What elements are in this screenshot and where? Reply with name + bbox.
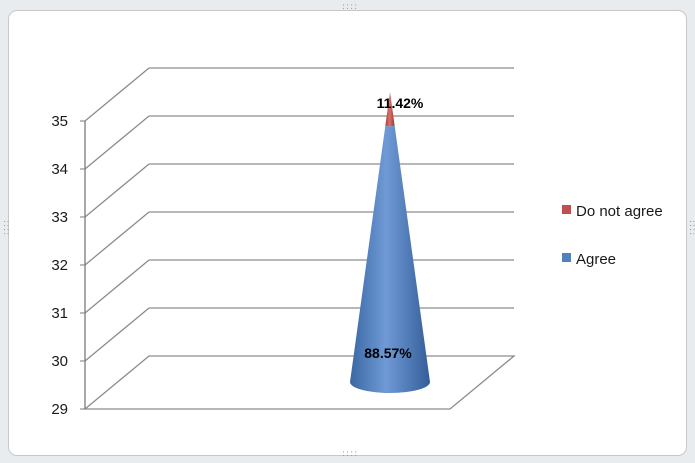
data-label-do-not-agree: 11.42%: [377, 95, 424, 111]
gridline-side: [84, 307, 150, 362]
gridline-side: [84, 259, 150, 314]
resize-handle-right[interactable]: ::::: [687, 220, 695, 237]
legend-swatch-agree[interactable]: [562, 253, 571, 262]
y-tick-label: 30: [51, 353, 68, 370]
legend-label-agree[interactable]: Agree: [576, 251, 616, 268]
y-axis: 29 30 31 32 33 34 35: [51, 113, 86, 418]
resize-handle-left[interactable]: ::::: [1, 220, 11, 237]
legend[interactable]: Do not agree Agree: [562, 203, 663, 268]
legend-swatch-do-not-agree[interactable]: [562, 205, 571, 214]
y-tick-label: 35: [51, 113, 68, 130]
data-labels: 11.42% 88.57%: [364, 95, 424, 361]
cone-segment-agree[interactable]: [350, 125, 430, 393]
resize-handle-bottom[interactable]: ::::: [342, 449, 359, 459]
y-tick-label: 33: [51, 209, 68, 226]
y-tick-label: 32: [51, 257, 68, 274]
legend-label-do-not-agree[interactable]: Do not agree: [576, 203, 663, 220]
resize-handle-top[interactable]: ::::: [342, 2, 359, 12]
data-label-agree: 88.57%: [364, 345, 412, 361]
gridline-side: [84, 115, 150, 170]
y-tick-label: 31: [51, 305, 68, 322]
chart-floor: [83, 355, 516, 410]
gridlines: [84, 67, 514, 362]
y-tick-label: 34: [51, 161, 68, 178]
cone-segment-do-not-agree[interactable]: [385, 92, 395, 127]
y-tick-label: 29: [51, 401, 68, 418]
gridline-side: [84, 163, 150, 218]
gridline-side: [84, 67, 150, 122]
floor-outline: [83, 355, 516, 410]
chart-area[interactable]: [8, 10, 687, 456]
gridline-side: [84, 211, 150, 266]
cone-series[interactable]: [350, 92, 430, 393]
